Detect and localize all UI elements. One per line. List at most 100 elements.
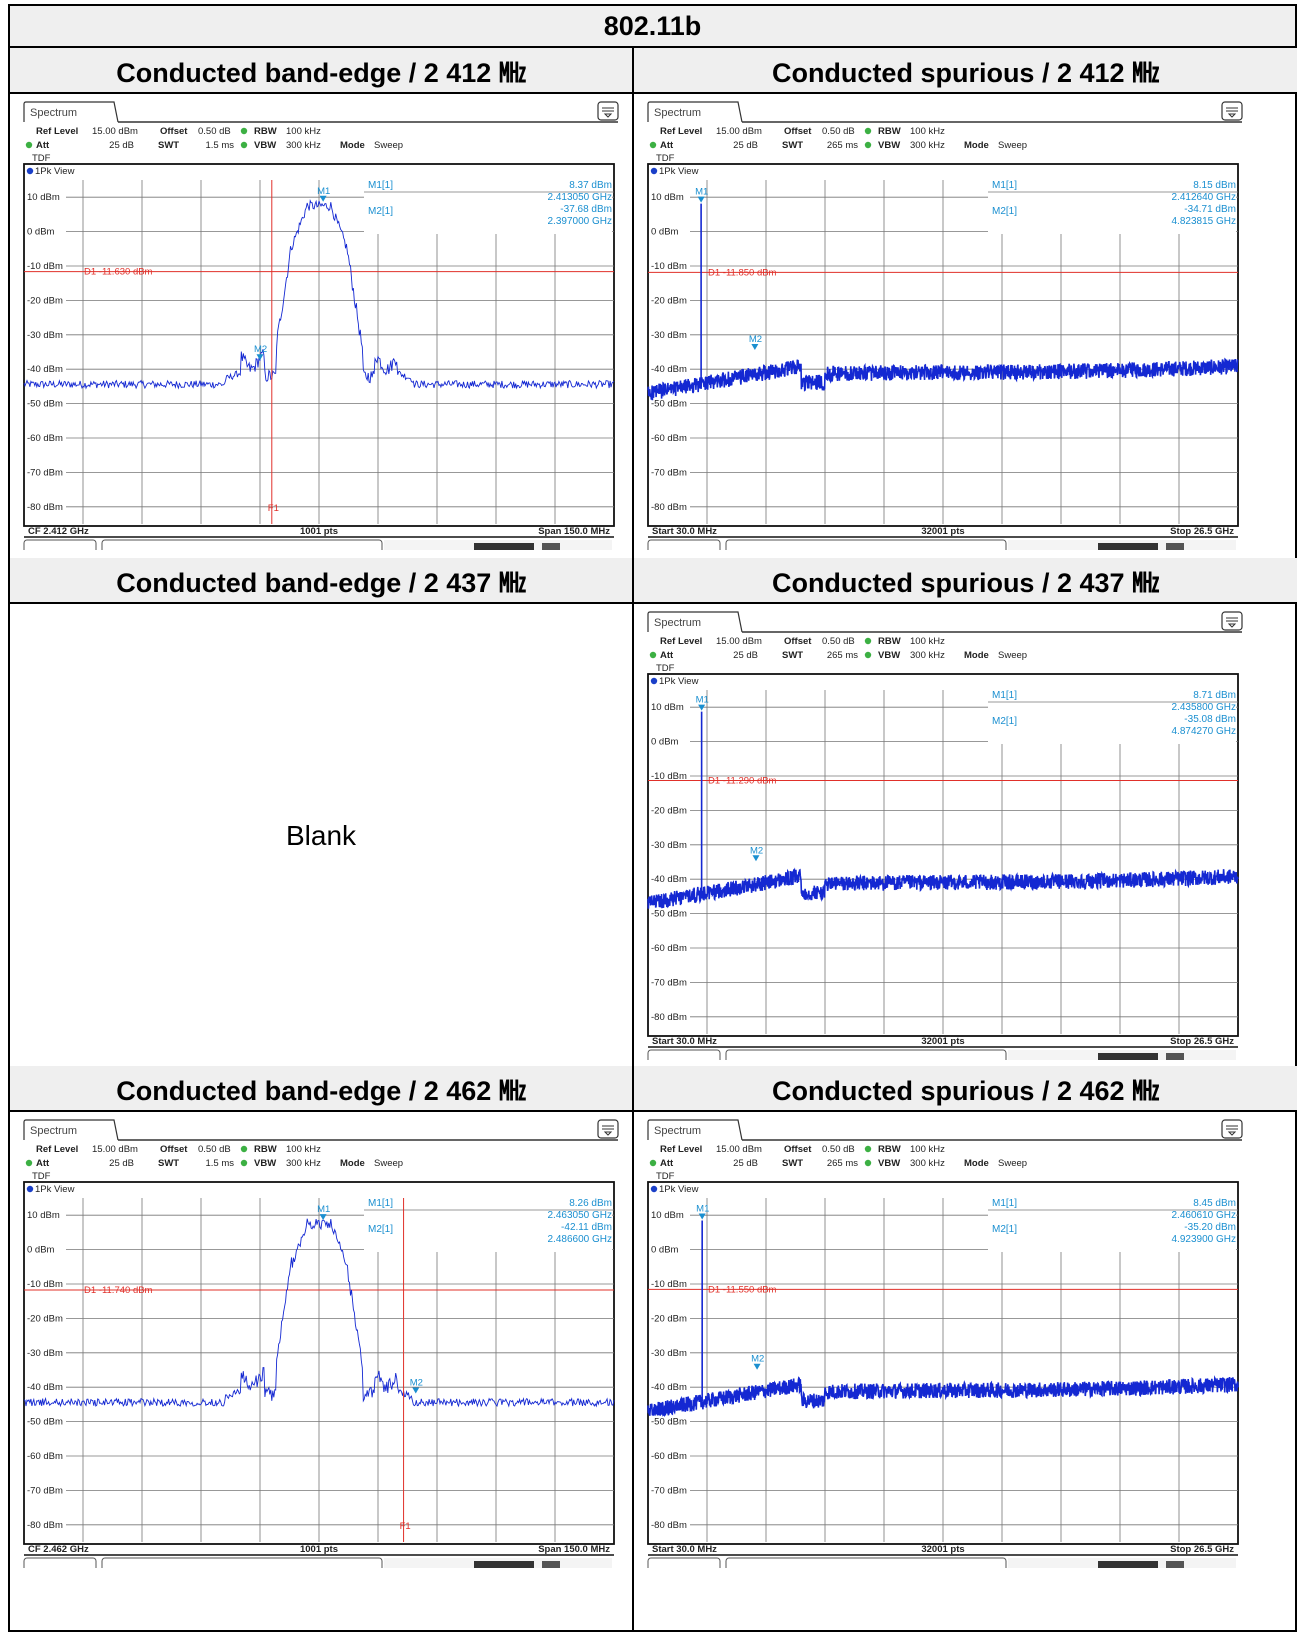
att-indicator-icon — [25, 141, 33, 149]
m2-readout-value: -37.68 dBm — [560, 204, 612, 215]
swt-label: SWT — [782, 650, 803, 661]
status-message-field[interactable] — [725, 1049, 1007, 1065]
spectrum-analyzer: Spectrum Ref Level 15.00 dBm Offset 0.50 dB R… — [646, 100, 1244, 555]
y-tick-label: 0 dBm — [27, 227, 55, 238]
m1-readout-value: 8.26 dBm — [569, 1198, 612, 1209]
limit-label-d1: D1 -11.290 dBm — [708, 775, 777, 786]
y-tick-label: -10 dBm — [27, 1279, 63, 1290]
y-tick-label: -10 dBm — [651, 771, 687, 782]
m1-marker-icon — [698, 704, 706, 711]
y-tick-label: -20 dBm — [651, 1313, 687, 1324]
offset-value: 0.50 dB — [198, 1144, 231, 1155]
ref-level-value: 15.00 dBm — [716, 1144, 762, 1155]
att-label: Att — [36, 140, 50, 151]
marker-readout-panel — [988, 688, 1236, 744]
lxi-icon — [1166, 543, 1184, 551]
y-tick-label: -80 dBm — [27, 1520, 63, 1531]
mode-value: Sweep — [374, 140, 403, 151]
att-value: 25 dB — [733, 1158, 758, 1169]
status-field[interactable] — [647, 1049, 721, 1065]
analyzer-background — [646, 100, 1244, 550]
m1-readout-label: M1[1] — [992, 690, 1017, 701]
mode-label: Mode — [964, 650, 989, 661]
graph-frame — [23, 163, 615, 527]
offset-value: 0.50 dB — [198, 126, 231, 137]
spectrum-analyzer: Spectrum Ref Level 15.00 dBm Offset 0.50 dB R… — [646, 1118, 1244, 1573]
y-tick-label: -70 dBm — [651, 977, 687, 988]
graph-frame — [647, 1181, 1239, 1545]
footer-right: Stop 26.5 GHz — [1170, 1036, 1234, 1047]
offset-value: 0.50 dB — [822, 126, 855, 137]
limit-label-d1: D1 -11.850 dBm — [708, 267, 777, 278]
status-field[interactable] — [23, 1557, 97, 1573]
m2-marker-icon — [752, 855, 760, 862]
view-indicator-icon — [650, 167, 658, 175]
y-tick-label: -30 dBm — [27, 330, 63, 341]
y-tick-label: 10 dBm — [651, 702, 684, 713]
tdf-label: TDF — [32, 153, 51, 164]
limit-label-d1: D1 -11.740 dBm — [84, 1285, 153, 1296]
analyzer-background — [22, 1118, 620, 1568]
offset-label: Offset — [784, 1144, 812, 1155]
spectrum-tab[interactable] — [23, 1119, 119, 1141]
spectrum-tab[interactable] — [647, 611, 743, 633]
spectrum-tab[interactable] — [23, 101, 119, 123]
m2-marker-tag: M2 — [254, 344, 267, 355]
cell-heading: Conducted spurious / 2 412 ㎒ — [634, 48, 1297, 94]
mode-label: Mode — [340, 1158, 365, 1169]
cell-heading: Conducted band-edge / 2 412 ㎒ — [10, 48, 632, 94]
ref-level-label: Ref Level — [660, 1144, 702, 1155]
m1-readout-freq: 2.460610 GHz — [1172, 1210, 1237, 1221]
rbw-indicator-icon — [240, 127, 248, 135]
ref-level-label: Ref Level — [36, 1144, 78, 1155]
analyzer-background — [22, 100, 620, 550]
vbw-value: 300 kHz — [286, 140, 321, 151]
marker-readout-panel — [988, 178, 1236, 234]
att-indicator-icon — [649, 1159, 657, 1167]
y-tick-label: -80 dBm — [651, 502, 687, 513]
vbw-label: VBW — [878, 650, 900, 661]
y-tick-label: -20 dBm — [27, 1313, 63, 1324]
footer-points: 32001 pts — [921, 1544, 964, 1555]
m1-marker-tag: M1 — [695, 187, 708, 198]
spectrum-tab[interactable] — [647, 1119, 743, 1141]
y-tick-label: -50 dBm — [651, 909, 687, 920]
y-tick-label: -40 dBm — [651, 1382, 687, 1393]
ref-level-label: Ref Level — [36, 126, 78, 137]
status-field[interactable] — [647, 539, 721, 555]
status-message-field[interactable] — [725, 539, 1007, 555]
m2-readout-value: -42.11 dBm — [561, 1222, 612, 1233]
y-tick-label: -10 dBm — [651, 1279, 687, 1290]
status-message-field[interactable] — [101, 1557, 383, 1573]
vbw-indicator-icon — [240, 1159, 248, 1167]
vbw-value: 300 kHz — [286, 1158, 321, 1169]
frequency-label-f1: F1 — [268, 503, 279, 514]
m2-readout-label: M2[1] — [368, 206, 393, 217]
graph-frame — [647, 673, 1239, 1037]
m1-readout-label: M1[1] — [992, 1198, 1017, 1209]
vbw-indicator-icon — [864, 651, 872, 659]
att-label: Att — [660, 140, 674, 151]
status-message-field[interactable] — [101, 539, 383, 555]
status-field[interactable] — [647, 1557, 721, 1573]
spectrum-tab[interactable] — [647, 101, 743, 123]
y-tick-label: -10 dBm — [651, 261, 687, 272]
y-tick-label: -30 dBm — [651, 1348, 687, 1359]
dropdown-icon — [602, 1125, 614, 1136]
m2-marker-icon — [412, 1387, 420, 1394]
m1-readout-freq: 2.412640 GHz — [1172, 192, 1237, 203]
m2-readout-value: -35.20 dBm — [1184, 1222, 1236, 1233]
y-tick-label: -20 dBm — [27, 295, 63, 306]
m1-readout-value: 8.71 dBm — [1193, 690, 1236, 701]
view-indicator-icon — [650, 677, 658, 685]
progress-icon — [1098, 1561, 1158, 1569]
status-field[interactable] — [23, 539, 97, 555]
m1-readout-freq: 2.413050 GHz — [548, 192, 613, 203]
m1-readout-value: 8.45 dBm — [1193, 1198, 1236, 1209]
y-tick-label: -80 dBm — [27, 502, 63, 513]
view-label: 1Pk View — [659, 166, 699, 177]
status-message-field[interactable] — [725, 1557, 1007, 1573]
mode-value: Sweep — [998, 1158, 1027, 1169]
footer-left: Start 30.0 MHz — [652, 1544, 717, 1555]
swt-label: SWT — [158, 1158, 179, 1169]
